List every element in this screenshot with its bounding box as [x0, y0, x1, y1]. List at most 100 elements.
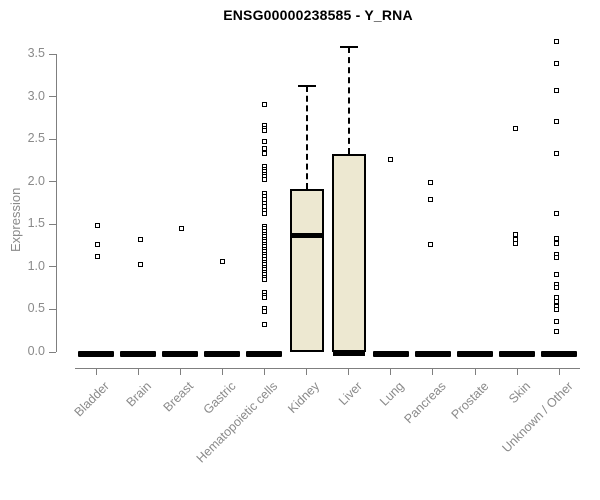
x-tick-label: Prostate [448, 379, 491, 422]
zero-median-bar [499, 351, 536, 357]
zero-median-bar [372, 351, 409, 357]
x-tick-mark [390, 368, 392, 375]
zero-median-bar [246, 351, 283, 357]
x-tick-label: Skin [505, 379, 534, 407]
outlier-point [512, 125, 518, 131]
outlier-point [553, 329, 559, 335]
y-tick-mark [49, 223, 56, 225]
zero-median-bar [414, 351, 451, 357]
upper-whisker [347, 47, 350, 155]
outlier-point [262, 308, 268, 314]
y-tick-mark [49, 96, 56, 98]
median-line [332, 350, 365, 356]
x-tick-mark [263, 368, 265, 375]
x-tick-label: Brain [123, 379, 155, 410]
y-tick-mark [49, 181, 56, 183]
x-axis-line [75, 368, 580, 369]
chart-title: ENSG00000238585 - Y_RNA [223, 7, 413, 23]
x-tick-mark [306, 368, 308, 375]
zero-median-bar [162, 351, 199, 357]
zero-median-bar [457, 351, 494, 357]
outlier-point [427, 197, 433, 203]
outlier-point [553, 39, 559, 45]
outlier-point [262, 211, 268, 217]
box [331, 154, 366, 352]
x-tick-label: Kidney [285, 379, 323, 416]
outlier-point [553, 285, 559, 291]
outlier-point [262, 277, 268, 283]
outlier-point [512, 240, 518, 246]
outlier-point [553, 298, 559, 304]
zero-median-bar [78, 351, 114, 357]
outlier-point [262, 151, 268, 157]
outlier-point [220, 258, 226, 264]
outlier-point [553, 240, 559, 246]
outlier-point [262, 321, 268, 327]
y-tick-mark [49, 351, 56, 353]
y-tick-label: 2.0 [27, 173, 45, 188]
x-tick-label: Lung [377, 379, 407, 409]
outlier-point [262, 145, 268, 151]
outlier-point [553, 151, 559, 157]
x-tick-label: Liver [335, 379, 365, 409]
x-tick-mark [432, 368, 434, 375]
y-axis-line [56, 54, 57, 352]
y-tick-label: 3.5 [27, 46, 45, 60]
outlier-point [427, 180, 433, 186]
outlier-point [553, 88, 559, 94]
outlier-point [95, 222, 100, 228]
y-tick-label: 0.0 [27, 344, 45, 358]
x-tick-mark [474, 368, 476, 375]
outlier-point [553, 255, 559, 261]
outlier-point [553, 271, 559, 277]
y-tick-label: 3.0 [27, 88, 45, 103]
outlier-point [262, 128, 268, 134]
outlier-point [553, 61, 559, 67]
outlier-point [427, 241, 433, 247]
x-tick-label: Gastric [200, 379, 239, 417]
y-tick-label: 0.5 [27, 301, 45, 316]
zero-median-bar [541, 351, 578, 357]
outlier-point [262, 102, 268, 108]
outlier-point [553, 119, 559, 125]
whisker-cap [297, 84, 316, 87]
y-tick-label: 2.5 [27, 131, 45, 146]
x-tick-label: Hematopoietic cells [193, 379, 281, 466]
outlier-point [179, 225, 185, 231]
y-tick-mark [49, 53, 56, 55]
outlier-point [95, 241, 100, 247]
outlier-point [262, 177, 268, 182]
x-tick-mark [137, 368, 139, 375]
y-tick-mark [49, 308, 56, 310]
outlier-point [262, 138, 268, 144]
x-tick-mark [348, 368, 350, 375]
x-tick-mark [95, 368, 97, 375]
outlier-point [553, 235, 559, 241]
y-tick-mark [49, 138, 56, 140]
y-tick-mark [49, 266, 56, 268]
box [289, 189, 324, 352]
outlier-point [553, 211, 559, 217]
zero-median-bar [204, 351, 241, 357]
outlier-point [387, 156, 393, 162]
whisker-cap [339, 46, 358, 49]
x-tick-mark [179, 368, 181, 375]
outlier-point [137, 262, 143, 268]
median-line [289, 232, 324, 238]
x-tick-label: Pancreas [401, 379, 449, 427]
y-tick-label: 1.0 [27, 258, 45, 273]
outlier-point [95, 254, 100, 260]
outlier-point [137, 237, 143, 243]
upper-whisker [305, 85, 308, 190]
x-tick-mark [558, 368, 560, 375]
outlier-point [262, 295, 268, 301]
x-tick-label: Bladder [71, 379, 112, 420]
outlier-point [512, 231, 518, 237]
x-tick-mark [221, 368, 223, 375]
y-tick-label: 1.5 [27, 216, 45, 231]
outlier-point [553, 319, 559, 325]
x-tick-mark [516, 368, 518, 375]
x-tick-label: Breast [160, 379, 197, 415]
zero-median-bar [120, 351, 157, 357]
